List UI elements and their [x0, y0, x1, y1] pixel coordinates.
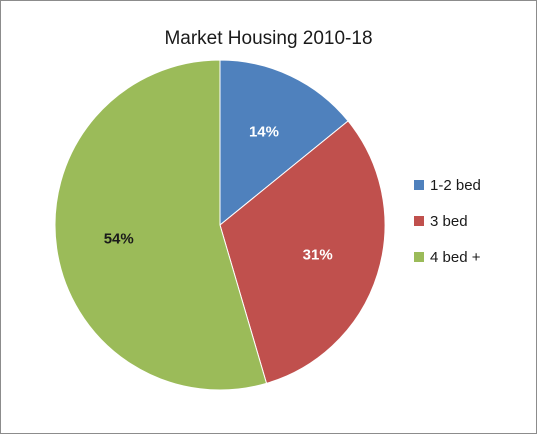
legend-label: 1-2 bed — [430, 176, 481, 194]
chart-legend: 1-2 bed 3 bed 4 bed + — [414, 176, 481, 284]
legend-label: 3 bed — [430, 212, 468, 230]
data-label-1: 31% — [303, 246, 333, 263]
legend-swatch — [414, 252, 424, 262]
legend-item: 1-2 bed — [414, 176, 481, 194]
pie-slice-1-2-bed — [219, 59, 349, 227]
pie-slice-4-bed — [54, 59, 268, 391]
legend-item: 4 bed + — [414, 248, 481, 266]
legend-item: 3 bed — [414, 212, 481, 230]
data-label-0: 14% — [249, 124, 279, 141]
legend-swatch — [414, 180, 424, 190]
legend-label: 4 bed + — [430, 248, 481, 266]
data-label-2: 54% — [104, 231, 134, 248]
legend-swatch — [414, 216, 424, 226]
pie-slice-3-bed — [219, 120, 386, 384]
chart-title: Market Housing 2010-18 — [164, 28, 373, 49]
